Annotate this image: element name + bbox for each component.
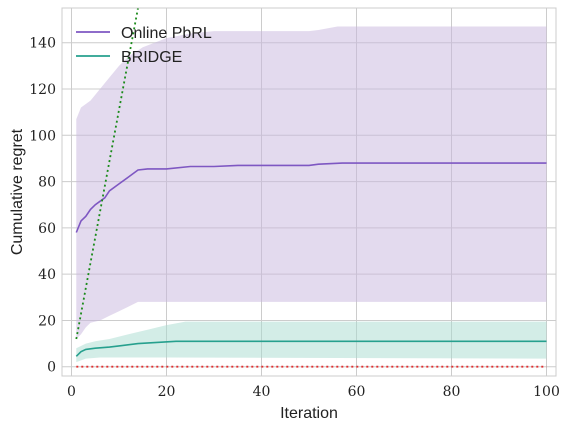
x-axis-label: Iteration [280,405,338,422]
y-tick-label: 80 [38,175,56,191]
series-line-2 [75,8,139,340]
x-tick-label: 20 [158,384,176,400]
legend-label-0: Online PbRL [121,25,212,42]
x-tick-label: 60 [348,384,366,400]
y-tick-label: 20 [38,313,56,329]
y-tick-label: 100 [29,128,56,144]
series-lines [75,8,547,368]
legend: Online PbRL BRIDGE [76,25,212,66]
y-tick-label: 40 [38,267,56,283]
y-tick-label: 60 [38,221,56,237]
plot-frame [61,7,557,377]
x-tick-label: 100 [533,384,560,400]
x-tick-label: 40 [253,384,271,400]
x-axis-ticks: 0 20 40 60 80 100 [67,384,560,400]
confidence-band-0 [76,26,547,339]
x-tick-label: 0 [67,384,76,400]
confidence-bands [76,26,547,363]
series-line-0 [75,162,547,233]
y-axis-label: Cumulative regret [9,128,26,255]
series-line-1 [75,340,547,357]
y-axis-ticks: 0 20 40 60 80 100 120 140 [29,36,56,376]
y-tick-label: 0 [47,360,56,376]
y-tick-label: 140 [29,36,56,52]
y-tick-label: 120 [29,82,56,98]
x-tick-label: 80 [443,384,461,400]
legend-label-1: BRIDGE [121,49,182,66]
